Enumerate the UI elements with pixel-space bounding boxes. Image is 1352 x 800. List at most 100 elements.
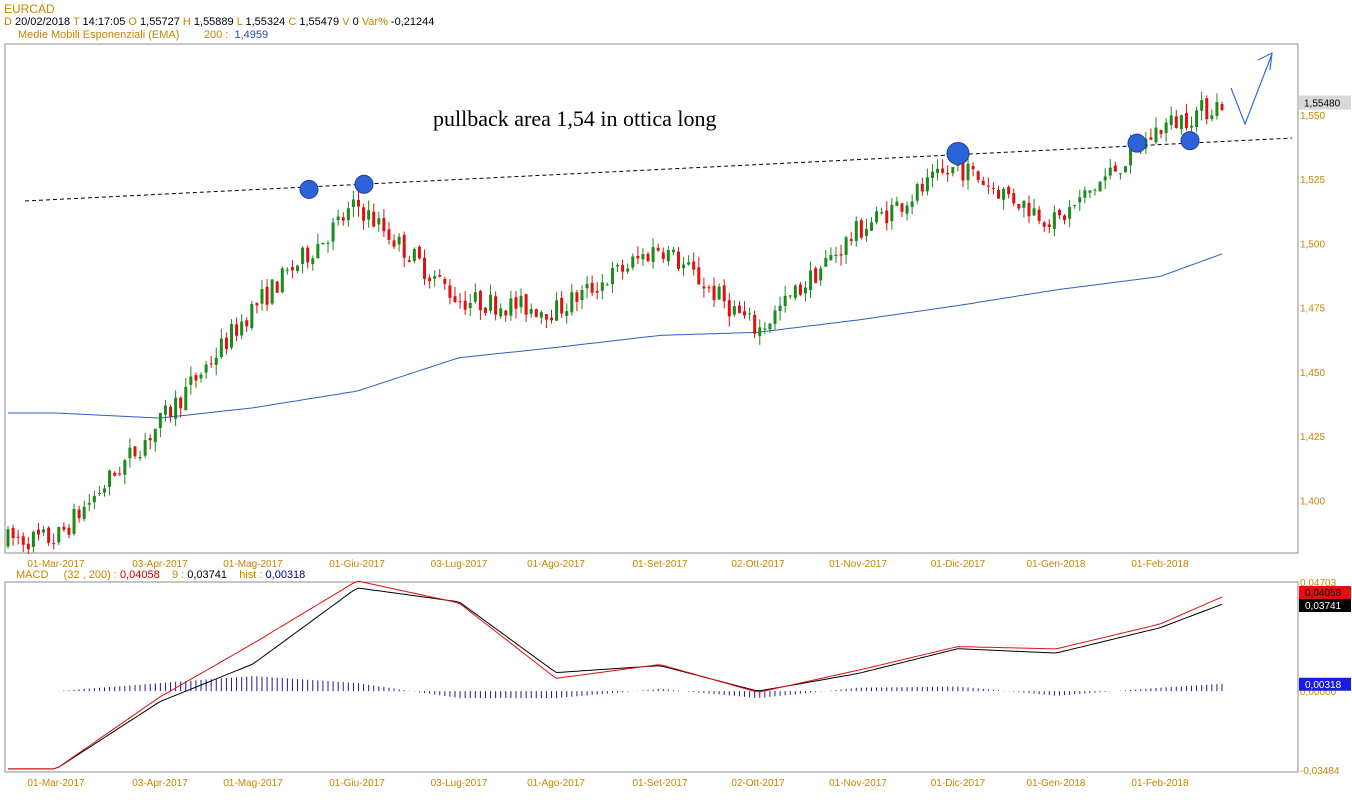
candle-up bbox=[890, 204, 894, 222]
candle-down bbox=[976, 171, 980, 180]
candle-down bbox=[275, 281, 279, 293]
candle-up bbox=[895, 201, 899, 207]
candle-up bbox=[214, 357, 218, 365]
candle-up bbox=[783, 295, 787, 306]
candle-up bbox=[468, 302, 472, 309]
candle-up bbox=[880, 212, 884, 214]
candle-up bbox=[631, 256, 635, 268]
candle-up bbox=[1179, 115, 1183, 130]
candle-up bbox=[174, 397, 178, 419]
candle-down bbox=[194, 375, 198, 381]
candle-down bbox=[494, 296, 498, 315]
candle-down bbox=[707, 287, 711, 289]
candle-down bbox=[417, 246, 421, 259]
candle-down bbox=[524, 294, 528, 315]
candle-down bbox=[407, 260, 411, 263]
candle-up bbox=[651, 247, 655, 263]
candle-down bbox=[235, 324, 239, 336]
candle-up bbox=[773, 310, 777, 325]
candle-up bbox=[748, 313, 752, 315]
candle-down bbox=[712, 285, 716, 300]
candle-up bbox=[519, 295, 523, 308]
candle-up bbox=[280, 268, 284, 293]
price-y-tick-label: 1,550 bbox=[1300, 111, 1325, 122]
candle-down bbox=[560, 297, 564, 314]
candle-down bbox=[900, 203, 904, 212]
candle-up bbox=[42, 529, 46, 533]
candle-up bbox=[834, 254, 838, 257]
macd-x-tick-label: 02-Ott-2017 bbox=[731, 778, 785, 789]
candle-down bbox=[224, 337, 228, 350]
candle-up bbox=[1083, 190, 1087, 198]
candle-up bbox=[1118, 173, 1122, 175]
candle-up bbox=[260, 289, 264, 304]
candle-up bbox=[626, 268, 630, 272]
candle-down bbox=[849, 239, 853, 241]
candle-down bbox=[727, 300, 731, 317]
candle-up bbox=[1108, 167, 1112, 176]
candle-down bbox=[1220, 104, 1224, 111]
candle-up bbox=[123, 460, 127, 475]
candle-up bbox=[956, 164, 960, 166]
candle-down bbox=[11, 527, 15, 539]
candle-up bbox=[1215, 102, 1219, 116]
candle-down bbox=[458, 301, 462, 303]
candle-up bbox=[915, 184, 919, 201]
candle-up bbox=[539, 312, 543, 318]
ema-legend: Medie Mobili Esponenziali (EMA) 200 : 1,… bbox=[18, 29, 269, 41]
macd-value-box bbox=[1299, 677, 1351, 691]
price-x-tick-label: 01-Dic-2017 bbox=[931, 559, 986, 570]
macd-legend: MACD (32 , 200) : 0,04058 9 : 0,03741 hi… bbox=[16, 569, 306, 581]
candle-up bbox=[1200, 100, 1204, 111]
signal-line bbox=[8, 587, 1223, 770]
candle-up bbox=[1068, 207, 1072, 219]
price-y-tick-label: 1,475 bbox=[1300, 304, 1325, 315]
candle-up bbox=[1032, 208, 1036, 216]
candle-up bbox=[1169, 115, 1173, 125]
candle-up bbox=[336, 216, 340, 220]
candle-up bbox=[1093, 189, 1097, 191]
candle-down bbox=[438, 275, 442, 277]
candle-up bbox=[925, 177, 929, 192]
candle-up bbox=[864, 228, 868, 236]
candle-down bbox=[26, 543, 30, 550]
ema-200-line bbox=[8, 253, 1223, 419]
touch-marker bbox=[299, 179, 319, 199]
candle-down bbox=[67, 527, 71, 535]
candle-up bbox=[351, 199, 355, 208]
candle-up bbox=[1098, 181, 1102, 192]
macd-x-tick-label: 01-Nov-2017 bbox=[829, 778, 887, 789]
candle-down bbox=[575, 292, 579, 302]
candle-up bbox=[870, 222, 874, 231]
candle-down bbox=[1012, 193, 1016, 204]
candle-up bbox=[199, 374, 203, 379]
candle-down bbox=[661, 252, 665, 260]
candle-up bbox=[930, 171, 934, 178]
candle-up bbox=[671, 249, 675, 253]
candle-down bbox=[387, 229, 391, 240]
candle-down bbox=[1184, 113, 1188, 129]
candle-up bbox=[1164, 122, 1168, 134]
candle-down bbox=[737, 305, 741, 314]
candle-up bbox=[570, 292, 574, 313]
candle-up bbox=[270, 279, 274, 304]
candle-down bbox=[544, 314, 548, 320]
macd-panel-frame bbox=[4, 581, 1299, 773]
candle-up bbox=[829, 255, 833, 260]
candle-down bbox=[702, 286, 706, 289]
candle-down bbox=[362, 207, 366, 221]
candle-down bbox=[676, 251, 680, 269]
candle-up bbox=[585, 283, 589, 289]
price-x-tick-label: 03-Apr-2017 bbox=[132, 559, 188, 570]
macd-x-tick-label: 01-Mag-2017 bbox=[223, 778, 283, 789]
candle-down bbox=[1159, 130, 1163, 134]
macd-x-tick-label: 01-Ago-2017 bbox=[527, 778, 585, 789]
price-x-tick-label: 03-Lug-2017 bbox=[431, 559, 488, 570]
candle-down bbox=[478, 291, 482, 311]
price-x-tick-label: 01-Feb-2018 bbox=[1131, 559, 1189, 570]
candle-down bbox=[961, 162, 965, 181]
candle-up bbox=[72, 509, 76, 534]
macd-value-label: 0,00318 bbox=[1305, 680, 1342, 691]
candle-down bbox=[986, 185, 990, 187]
